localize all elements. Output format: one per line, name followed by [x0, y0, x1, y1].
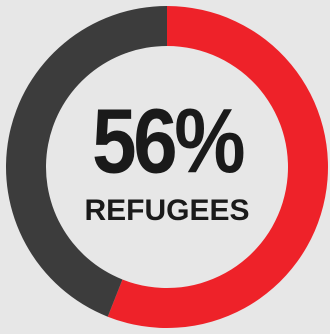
- donut-segment: [6, 6, 168, 317]
- donut-segment: [107, 6, 329, 328]
- donut: [6, 6, 329, 328]
- center-value: 56%: [92, 90, 244, 192]
- center-label: REFUGEES: [84, 194, 249, 227]
